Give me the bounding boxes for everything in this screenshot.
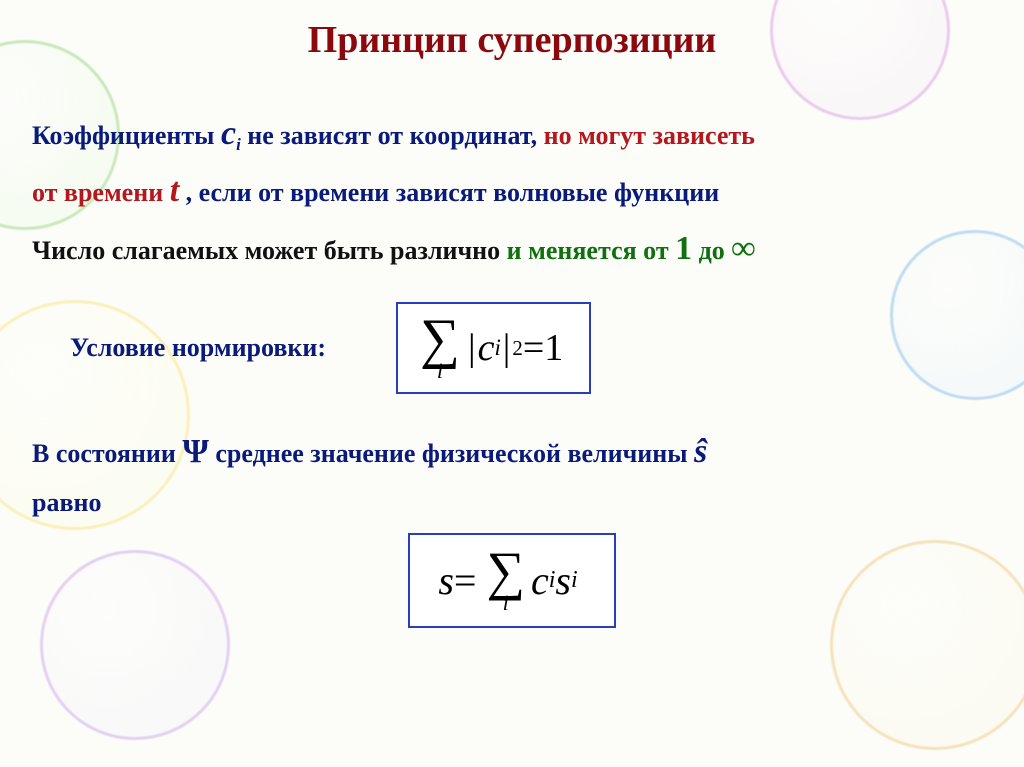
slide-title: Принцип суперпозиции bbox=[32, 18, 992, 62]
eq2-s2: s bbox=[555, 557, 571, 604]
eq1-body: |ci|2 = 1 bbox=[466, 326, 563, 370]
eq2-s: s bbox=[438, 557, 454, 604]
eq1-eq: = bbox=[523, 326, 544, 370]
equation-mean: s = ∑ i cisi bbox=[408, 533, 615, 628]
state-line-2: равно bbox=[32, 483, 992, 523]
sigma-icon: ∑ bbox=[420, 314, 460, 364]
eq2-body: cisi bbox=[531, 557, 578, 604]
eq1-one: 1 bbox=[544, 326, 563, 370]
l3-b: и меняется от bbox=[507, 236, 675, 265]
sigma-sub: i bbox=[437, 360, 443, 382]
line-2: от времени t , если от времени зависят в… bbox=[32, 165, 992, 218]
var-c: c bbox=[221, 115, 236, 152]
eq1-c: c bbox=[478, 326, 495, 370]
var-psi: Ψ bbox=[182, 433, 209, 470]
state-b: среднее значение физической величины bbox=[209, 439, 694, 468]
sigma-1: ∑ i bbox=[420, 314, 460, 382]
state-a: В состоянии bbox=[32, 439, 182, 468]
sigma-icon-2: ∑ bbox=[486, 547, 525, 596]
l3-inf: ∞ bbox=[731, 230, 755, 267]
eq2-si: i bbox=[571, 567, 578, 594]
eq2-eq: = bbox=[454, 557, 477, 604]
abs-r: | bbox=[501, 326, 513, 370]
l1-b: не зависят от координат, bbox=[241, 121, 544, 150]
equation-mean-holder: s = ∑ i cisi bbox=[32, 533, 992, 628]
eq1-sq: 2 bbox=[512, 336, 522, 361]
line-1: Коэффициенты ci не зависят от координат,… bbox=[32, 108, 992, 161]
l2-a: от времени bbox=[32, 178, 170, 207]
equation-normalization: ∑ i |ci|2 = 1 bbox=[396, 302, 591, 394]
state-line-1: В состоянии Ψ среднее значение физическо… bbox=[32, 426, 992, 479]
l3-a: Число слагаемых может быть различно bbox=[32, 236, 507, 265]
eq2-ci: i bbox=[549, 567, 556, 594]
var-s-hat: ŝ bbox=[694, 433, 707, 470]
sigma-sub-2: i bbox=[503, 592, 509, 614]
var-t: t bbox=[170, 172, 179, 209]
abs-l: | bbox=[466, 326, 478, 370]
l1-c: но могут зависеть bbox=[544, 121, 755, 150]
l1-a: Коэффициенты bbox=[32, 121, 221, 150]
line-3: Число слагаемых может быть различно и ме… bbox=[32, 223, 992, 276]
normalization-row: Условие нормировки: ∑ i |ci|2 = 1 bbox=[32, 302, 992, 394]
title-text: Принцип суперпозиции bbox=[308, 19, 717, 61]
l3-c: до bbox=[692, 236, 731, 265]
sigma-2: ∑ i bbox=[486, 547, 525, 614]
state-c: равно bbox=[32, 488, 101, 517]
eq2-c: c bbox=[531, 557, 549, 604]
l2-b: , если от времени зависят волновые функц… bbox=[179, 178, 719, 207]
l3-one: 1 bbox=[675, 230, 692, 267]
normalization-label: Условие нормировки: bbox=[70, 333, 326, 363]
